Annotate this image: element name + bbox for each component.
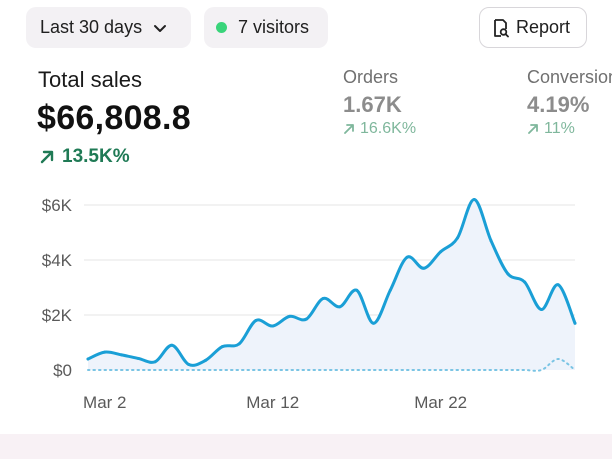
sales-point — [120, 353, 124, 357]
x-tick-label: Mar 12 — [246, 393, 299, 412]
sales-point — [136, 356, 140, 360]
report-icon — [494, 18, 509, 37]
sales-point — [455, 236, 459, 240]
sales-point — [271, 324, 275, 328]
sales-point — [204, 358, 208, 362]
arrow-up-right-icon — [528, 124, 538, 134]
y-tick-label: $0 — [53, 361, 72, 380]
sales-point — [556, 283, 560, 287]
total-sales-title: Total sales — [38, 67, 142, 92]
sales-point — [86, 357, 90, 361]
sales-point — [489, 239, 493, 243]
bottom-panel-strip — [0, 434, 612, 459]
report-button[interactable]: Report — [479, 7, 587, 48]
sales-point — [254, 319, 258, 322]
orders-title: Orders — [343, 67, 399, 87]
sales-point — [523, 280, 527, 284]
sales-point — [371, 321, 375, 325]
live-visitors-badge[interactable]: 7 visitors — [204, 7, 328, 48]
visitors-label: 7 visitors — [238, 17, 310, 37]
orders-delta: 16.6K% — [343, 120, 416, 138]
y-tick-label: $6K — [42, 196, 73, 215]
comparison-series-line — [87, 357, 576, 372]
sales-point — [187, 363, 191, 366]
sales-point — [220, 345, 224, 349]
sales-point — [103, 350, 107, 354]
total-sales-delta: 13.5K% — [38, 146, 130, 168]
arrow-up-right-icon — [344, 124, 354, 134]
sales-point — [439, 250, 443, 254]
total-sales-delta-value: 13.5K% — [62, 146, 130, 167]
sales-point — [153, 360, 157, 364]
report-label: Report — [516, 17, 571, 37]
sales-point — [472, 198, 476, 201]
x-tick-label: Mar 22 — [414, 393, 467, 412]
y-tick-label: $2K — [42, 306, 73, 325]
y-tick-label: $4K — [42, 251, 73, 270]
sales-area-fill — [88, 199, 575, 370]
conversion-value: 4.19% — [527, 92, 590, 117]
sales-point — [506, 272, 510, 276]
date-range-label: Last 30 days — [40, 17, 143, 37]
x-tick-label: Mar 2 — [83, 393, 126, 412]
conversion-delta: 11% — [527, 120, 575, 138]
sales-line-chart: $0 $2K $4K $6K Mar 2 Mar 12 Mar 22 — [42, 196, 577, 412]
sales-point — [355, 288, 359, 292]
total-sales-value: $66,808.8 — [37, 99, 191, 137]
sales-point — [338, 305, 342, 309]
sales-point — [237, 342, 241, 346]
arrow-up-right-icon — [40, 150, 54, 164]
sales-point — [573, 321, 577, 325]
sales-point — [539, 308, 543, 311]
conversion-delta-value: 11% — [544, 120, 575, 137]
sales-point — [304, 317, 308, 321]
conversion-title: Conversion — [527, 67, 612, 87]
sales-point — [321, 297, 325, 300]
date-range-dropdown[interactable]: Last 30 days — [26, 7, 191, 48]
chevron-down-icon — [154, 24, 167, 32]
sales-point — [388, 288, 392, 292]
live-status-dot-icon — [216, 22, 227, 33]
sales-point — [288, 314, 292, 318]
sales-point — [405, 255, 409, 259]
sales-point — [170, 343, 174, 347]
orders-delta-value: 16.6K% — [360, 120, 417, 137]
sales-point — [422, 266, 426, 270]
orders-value: 1.67K — [343, 92, 402, 117]
